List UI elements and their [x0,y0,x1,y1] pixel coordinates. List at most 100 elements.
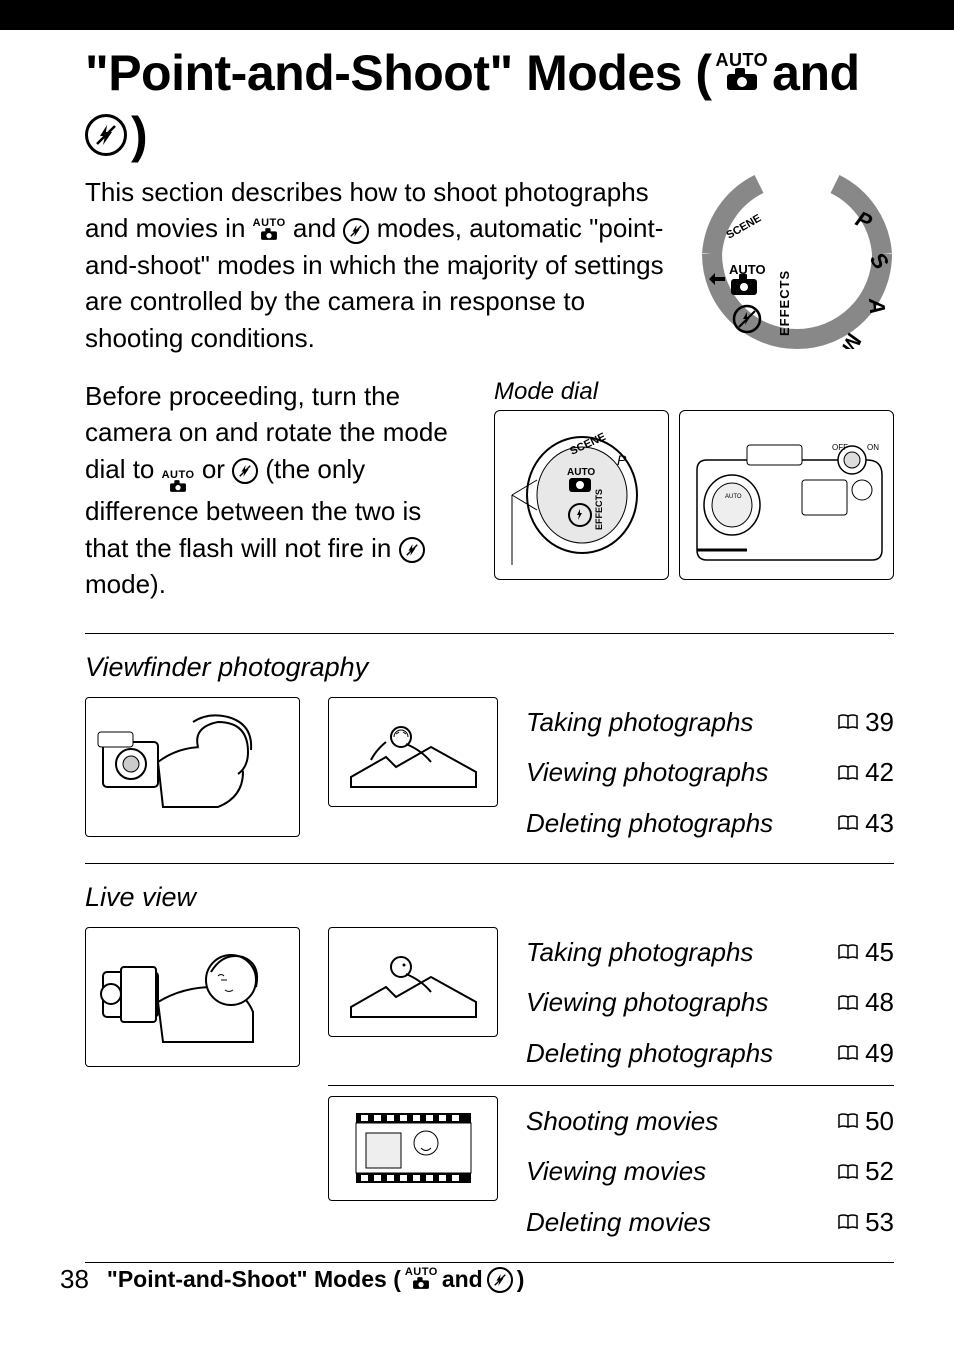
toc-page: 52 [865,1146,894,1197]
liveview-movie-illustration [328,1096,498,1201]
book-icon [837,995,859,1011]
noflash-mode-icon [487,1267,513,1293]
toc-item: Deleting movies 53 [526,1197,894,1248]
intro-paragraph: This section describes how to shoot phot… [85,174,675,356]
page-number: 38 [60,1264,89,1295]
page-ref: 52 [837,1146,894,1197]
mode-dial-illustration: SCENE AUTO EFFECTS P S A M [699,174,894,349]
book-icon [837,765,859,781]
toc-page: 48 [865,977,894,1028]
mode-dial-label: Mode dial [494,378,894,406]
toc-item: Taking photographs 39 [526,697,894,748]
toc-item: Viewing movies 52 [526,1146,894,1197]
toc-page: 39 [865,697,894,748]
toc-item: Deleting photographs 49 [526,1028,894,1079]
page-ref: 45 [837,927,894,978]
book-icon [837,815,859,831]
book-icon [837,1045,859,1061]
toc-label: Viewing photographs [526,977,768,1028]
toc-page: 45 [865,927,894,978]
page-ref: 50 [837,1096,894,1147]
toc-label: Viewing photographs [526,747,768,798]
noflash-mode-icon [343,218,369,244]
viewfinder-row: Taking photographs 39 Viewing photograph… [85,697,894,849]
toc-page: 53 [865,1197,894,1248]
toc-page: 49 [865,1028,894,1079]
footer-title: "Point-and-Shoot" Modes ( AUTO and ) [107,1266,524,1293]
divider [85,863,894,864]
toc-label: Deleting photographs [526,1028,773,1079]
toc-item: Viewing photographs 48 [526,977,894,1028]
camera-top-illustration: AUTO OFF ON [679,410,894,580]
toc-page: 50 [865,1096,894,1147]
book-icon [837,714,859,730]
mode-dial-closeup-illustration: AUTO EFFECTS SCENE P [494,410,669,580]
page-ref: 43 [837,798,894,849]
liveview-row: Taking photographs 45 Viewing photograph… [85,927,894,1248]
before-text-4: mode). [85,569,166,599]
svg-text:AUTO: AUTO [567,467,595,478]
svg-text:AUTO: AUTO [729,262,766,277]
auto-mode-icon: AUTO [253,220,286,242]
svg-text:P: P [617,452,627,468]
page-ref: 39 [837,697,894,748]
title-text-prefix: "Point-and-Shoot" Modes ( [85,44,712,102]
title-text-suffix: ) [131,106,147,164]
liveview-photo-toc: Taking photographs 45 Viewing photograph… [526,927,894,1079]
toc-page: 42 [865,747,894,798]
divider [328,1085,894,1086]
toc-label: Taking photographs [526,927,753,978]
page-content: "Point-and-Shoot" Modes ( AUTO and ) Thi… [0,44,954,1263]
title-text-and: and [772,44,859,102]
page-title: "Point-and-Shoot" Modes ( AUTO and ) [85,44,894,164]
page-ref: 53 [837,1197,894,1248]
noflash-mode-icon [232,458,258,484]
toc-item: Taking photographs 45 [526,927,894,978]
page-ref: 42 [837,747,894,798]
noflash-mode-icon [399,537,425,563]
svg-text:ON: ON [867,443,879,452]
book-icon [837,944,859,960]
auto-mode-icon: AUTO [162,472,195,494]
book-icon [837,1113,859,1129]
page-ref: 49 [837,1028,894,1079]
svg-text:OFF: OFF [832,443,848,452]
book-icon [837,1164,859,1180]
svg-text:AUTO: AUTO [725,494,742,500]
page-footer: 38 "Point-and-Shoot" Modes ( AUTO and ) [60,1264,524,1295]
toc-item: Deleting photographs 43 [526,798,894,849]
page-ref: 48 [837,977,894,1028]
mode-dial-figure-group: Mode dial AUTO EFFECTS SCENE P [494,378,894,580]
svg-text:A: A [864,296,890,315]
toc-page: 43 [865,798,894,849]
toc-item: Shooting movies 50 [526,1096,894,1147]
intro-text-2: and [293,213,344,243]
footer-title-prefix: "Point-and-Shoot" Modes ( [107,1266,401,1293]
liveview-section-title: Live view [85,882,894,913]
before-text-2: or [202,454,232,484]
auto-mode-icon: AUTO [716,54,769,93]
divider [85,1262,894,1263]
noflash-mode-icon [85,114,127,156]
liveview-playback-illustration [328,927,498,1037]
toc-label: Taking photographs [526,697,753,748]
auto-mode-icon: AUTO [405,1269,438,1291]
footer-title-and: and [442,1266,483,1293]
viewfinder-person-illustration [85,697,300,837]
svg-text:EFFECTS: EFFECTS [594,489,604,530]
toc-label: Deleting photographs [526,798,773,849]
divider [85,633,894,634]
liveview-movie-toc: Shooting movies 50 Viewing movies 52 Del… [526,1096,894,1248]
top-black-band [0,0,954,30]
viewfinder-playback-illustration [328,697,498,807]
toc-label: Viewing movies [526,1146,706,1197]
toc-label: Shooting movies [526,1096,718,1147]
footer-title-suffix: ) [517,1266,525,1293]
viewfinder-toc: Taking photographs 39 Viewing photograph… [526,697,894,849]
toc-label: Deleting movies [526,1197,711,1248]
book-icon [837,1214,859,1230]
svg-text:EFFECTS: EFFECTS [777,270,792,336]
liveview-person-illustration [85,927,300,1067]
viewfinder-section-title: Viewfinder photography [85,652,894,683]
before-paragraph: Before proceeding, turn the camera on an… [85,378,466,603]
